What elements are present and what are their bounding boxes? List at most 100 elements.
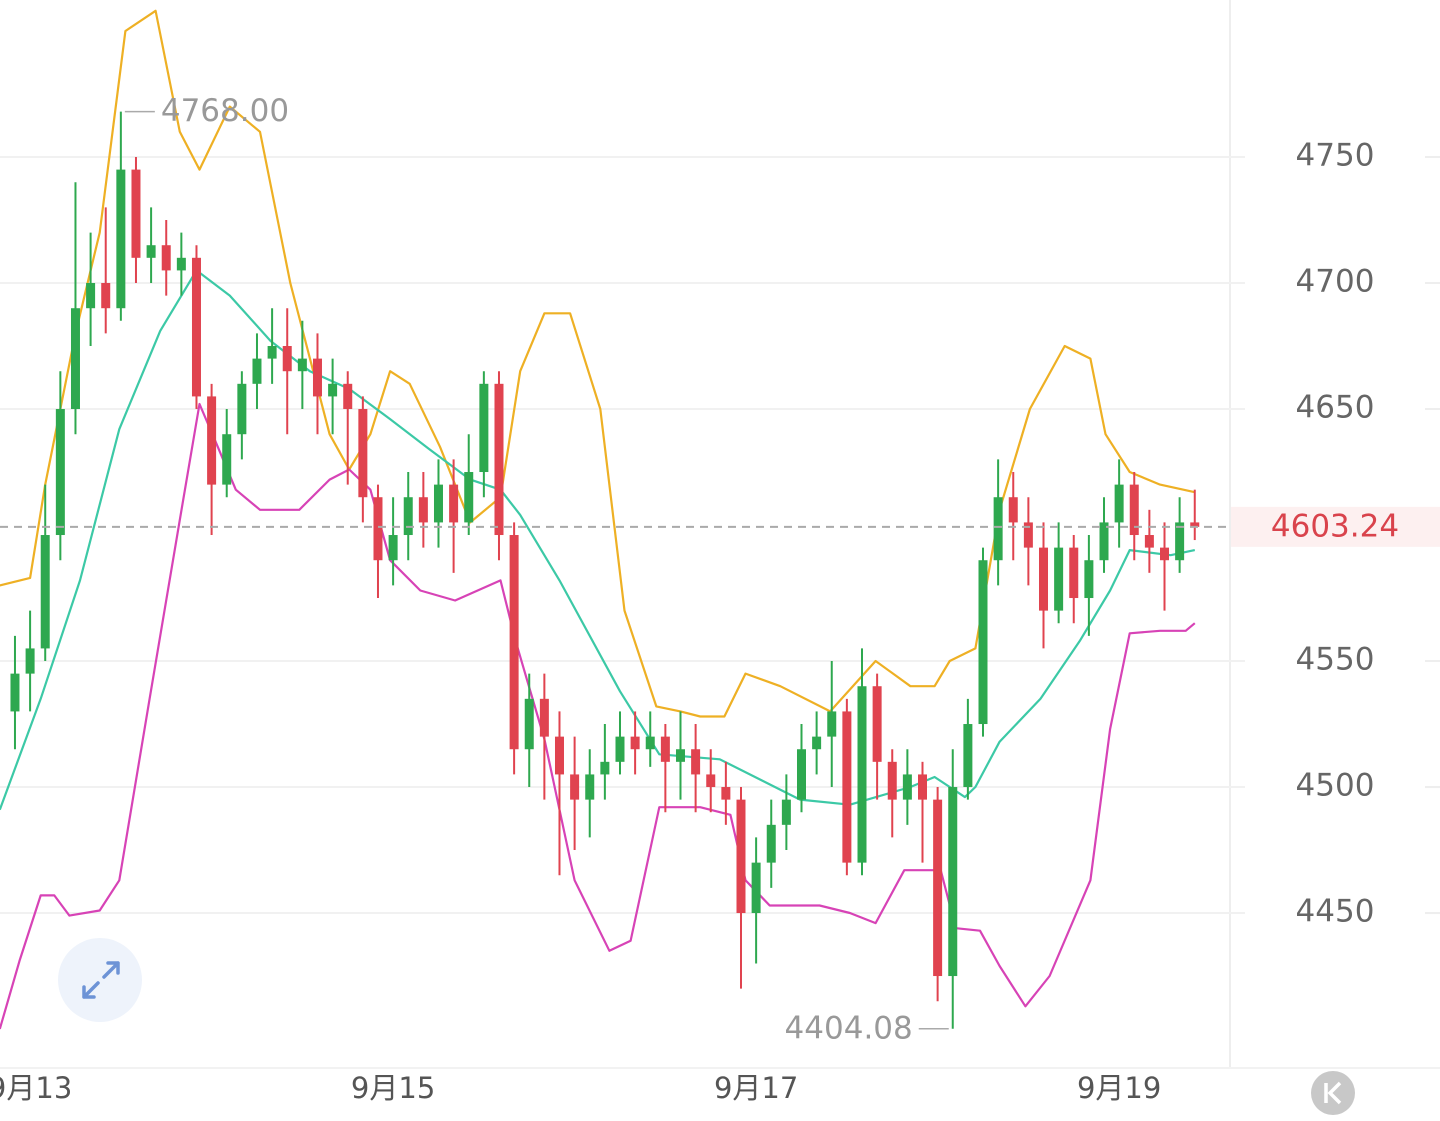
max-label: 4768.00: [161, 93, 289, 129]
grid: [0, 156, 1440, 915]
candle-body: [1114, 484, 1124, 523]
y-tick-label: 4550: [1296, 642, 1375, 678]
candle-body: [358, 409, 368, 498]
candle-body: [827, 711, 837, 737]
candle-body: [721, 787, 731, 800]
x-tick-label: 9月13: [0, 1071, 72, 1105]
candle-body: [70, 308, 80, 410]
candle-body: [509, 535, 519, 750]
last-price-box: [1231, 506, 1440, 547]
candle-body: [55, 409, 65, 536]
candle-body: [993, 497, 1003, 561]
candle-body: [1039, 547, 1049, 611]
candle-body: [1054, 547, 1064, 611]
candle-body: [101, 283, 111, 309]
candle-body: [373, 497, 383, 561]
y-tick-label: 4450: [1296, 894, 1375, 930]
candle-body: [600, 761, 610, 775]
candle-body: [796, 749, 806, 800]
min-label: 4404.08: [785, 1010, 913, 1046]
candle-body: [418, 497, 428, 523]
candle-body: [887, 761, 897, 800]
candle-body: [585, 774, 595, 800]
candle-body: [494, 383, 504, 536]
candle-body: [902, 774, 912, 800]
candle-body: [766, 824, 776, 863]
band-line: [0, 269, 1196, 811]
x-tick-label: 9月17: [714, 1071, 798, 1105]
candle-body: [388, 535, 398, 561]
candle-body: [25, 648, 35, 674]
candle-body: [207, 396, 217, 485]
candle-body: [978, 560, 988, 725]
candle-body: [161, 245, 171, 271]
candle-body: [464, 472, 474, 523]
candle-body: [312, 358, 322, 397]
x-tick-label: 9月19: [1077, 1071, 1161, 1105]
candle-body: [282, 346, 292, 372]
x-tick-label: 9月15: [351, 1071, 435, 1105]
candle-body: [751, 862, 761, 914]
band-line: [0, 9, 1196, 718]
overlay: 4450 4500 4550 4650 4700 4750 9月13 9月15 9月17 9月19…: [0, 93, 1440, 1105]
candle-body: [1099, 522, 1109, 561]
candle-body: [252, 358, 262, 384]
candle-body: [615, 736, 625, 762]
y-tick-label: 4650: [1296, 390, 1375, 426]
candle-body: [1190, 522, 1200, 527]
reset-circle[interactable]: [1311, 1071, 1355, 1115]
candle-body: [1023, 522, 1033, 548]
candle-body: [176, 257, 186, 271]
candle-body: [191, 257, 201, 397]
expand-button[interactable]: [58, 938, 142, 1022]
candle-body: [675, 749, 685, 762]
candle-body: [343, 383, 353, 410]
plot-area: [0, 9, 1200, 1030]
y-tick-label: 4500: [1296, 768, 1375, 804]
last-price-label: 4603.24: [1271, 508, 1399, 544]
candle-body: [1160, 547, 1170, 561]
candle-body: [645, 736, 655, 750]
candle-body: [570, 774, 580, 800]
candle-body: [963, 724, 973, 788]
candle-body: [297, 358, 307, 372]
candle-body: [1084, 560, 1094, 599]
candle-body: [1008, 497, 1018, 523]
y-tick-label: 4750: [1296, 138, 1375, 174]
candle-body: [1069, 547, 1079, 599]
candle-body: [328, 383, 338, 397]
candle-body: [736, 799, 746, 914]
candle-body: [40, 535, 50, 649]
band-line: [0, 402, 1196, 1030]
reset-icon[interactable]: [1324, 1081, 1342, 1105]
candle-body: [1175, 522, 1185, 561]
candle-body: [872, 686, 882, 762]
candle-body: [691, 749, 701, 775]
expand-icon[interactable]: [82, 961, 120, 999]
candle-body: [706, 774, 716, 788]
candle-body: [433, 484, 443, 523]
candle-body: [554, 736, 564, 775]
candle-body: [403, 497, 413, 536]
candle-body: [630, 736, 640, 750]
candle-body: [1144, 535, 1154, 548]
candle-body: [933, 799, 943, 977]
candle-body: [781, 799, 791, 825]
candle-body: [812, 736, 822, 750]
candle-body: [948, 787, 958, 977]
candle-body: [86, 283, 96, 309]
candle-body: [539, 698, 549, 737]
candle-body: [857, 686, 867, 863]
candle-body: [267, 346, 277, 359]
reset-button[interactable]: [1311, 1071, 1355, 1115]
expand-circle[interactable]: [58, 938, 142, 1022]
candle-body: [918, 774, 927, 800]
candle-body: [237, 383, 247, 435]
candle-body: [116, 169, 126, 309]
candle-body: [222, 434, 232, 485]
candle-body: [479, 383, 489, 473]
candle-body: [146, 245, 156, 258]
y-tick-label: 4700: [1296, 264, 1375, 300]
candle-body: [131, 169, 141, 258]
